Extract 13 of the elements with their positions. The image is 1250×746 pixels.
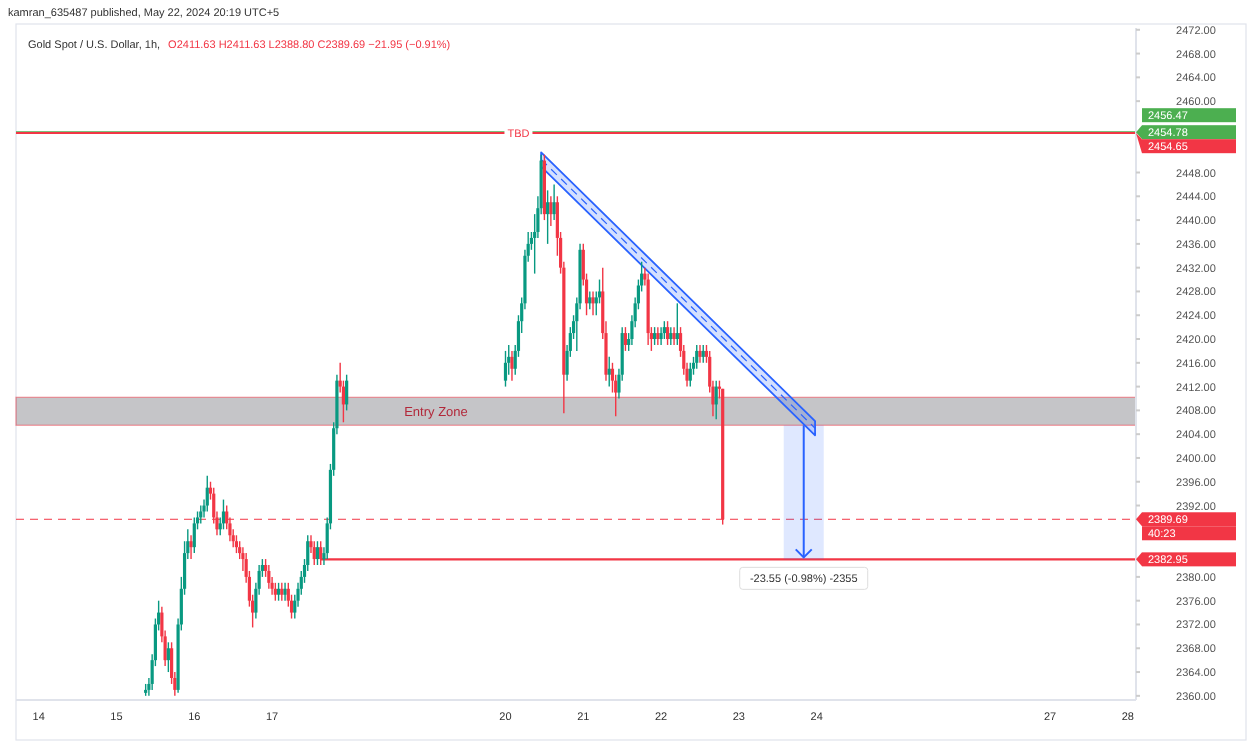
candlestick [280,582,284,602]
candlestick [503,350,508,388]
candlestick [312,540,316,566]
candlestick [552,183,556,221]
candlestick [607,356,611,388]
candlestick [669,326,673,346]
candlestick [283,582,287,602]
candlestick [345,374,349,412]
candlestick [659,326,663,346]
candlestick [656,326,660,346]
candlestick [189,534,193,560]
candlestick [267,564,271,590]
candlestick [510,350,514,382]
